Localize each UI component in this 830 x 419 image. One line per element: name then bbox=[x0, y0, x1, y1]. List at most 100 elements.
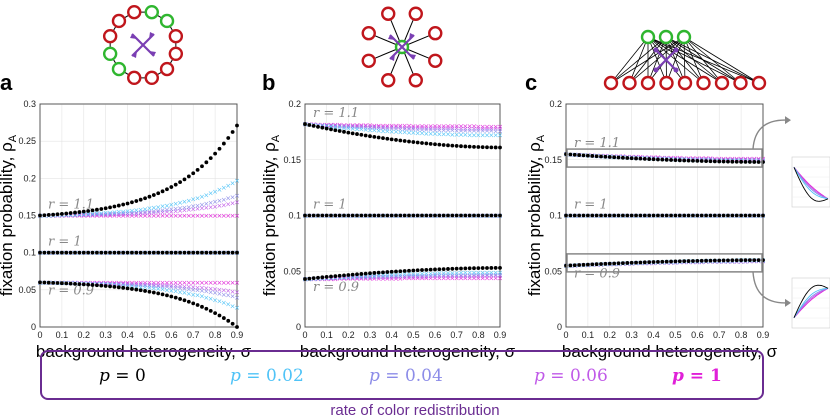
data-point bbox=[463, 266, 468, 271]
data-point: × bbox=[406, 124, 412, 132]
data-point: × bbox=[436, 275, 442, 283]
data-point: × bbox=[406, 275, 412, 283]
data-point: × bbox=[471, 274, 477, 282]
data-point bbox=[324, 275, 329, 279]
data-point: × bbox=[190, 286, 196, 294]
data-point: × bbox=[151, 212, 157, 220]
data-point: × bbox=[376, 122, 382, 130]
data-point: × bbox=[151, 281, 157, 289]
data-point bbox=[581, 153, 586, 158]
data-point: × bbox=[217, 197, 223, 205]
data-point bbox=[424, 267, 429, 272]
data-point bbox=[594, 154, 599, 159]
data-point: × bbox=[480, 271, 486, 279]
data-point bbox=[739, 159, 744, 164]
data-point: × bbox=[173, 205, 179, 213]
data-point: × bbox=[225, 301, 231, 309]
data-point: × bbox=[319, 122, 325, 130]
data-point: × bbox=[195, 279, 201, 287]
data-point: × bbox=[208, 190, 214, 198]
data-point: × bbox=[203, 212, 209, 220]
zoom-inset bbox=[791, 156, 830, 208]
data-point: × bbox=[428, 130, 434, 138]
data-point bbox=[165, 250, 169, 255]
data-point bbox=[134, 287, 139, 292]
data-point: × bbox=[419, 126, 425, 134]
data-point: × bbox=[199, 212, 205, 220]
data-point: × bbox=[217, 298, 223, 306]
data-point bbox=[116, 250, 121, 255]
data-point: × bbox=[116, 212, 122, 220]
data-point bbox=[686, 158, 691, 163]
data-point: × bbox=[376, 272, 382, 280]
data-point bbox=[441, 213, 446, 218]
data-point bbox=[329, 213, 333, 218]
data-point bbox=[673, 158, 678, 163]
data-point: × bbox=[160, 208, 166, 216]
data-point bbox=[200, 250, 204, 255]
data-point bbox=[186, 299, 191, 304]
data-point: × bbox=[203, 200, 209, 208]
data-point: × bbox=[419, 275, 425, 283]
data-point bbox=[316, 213, 320, 218]
data-point bbox=[95, 283, 99, 288]
data-point: × bbox=[107, 280, 113, 288]
data-point bbox=[368, 271, 372, 276]
data-point bbox=[90, 250, 95, 255]
data-point bbox=[130, 200, 134, 205]
data-point bbox=[372, 271, 377, 275]
data-point bbox=[616, 155, 621, 160]
data-point: × bbox=[423, 124, 429, 132]
data-point: × bbox=[681, 154, 687, 162]
data-point: × bbox=[445, 269, 451, 277]
data-point bbox=[726, 159, 730, 164]
graph-node bbox=[381, 73, 396, 88]
data-point: × bbox=[415, 273, 421, 281]
data-point: × bbox=[68, 211, 74, 219]
data-point bbox=[195, 250, 200, 255]
data-point bbox=[204, 160, 209, 165]
data-point: × bbox=[397, 122, 403, 130]
y-tick-label: 0.25 bbox=[18, 136, 36, 146]
data-point bbox=[498, 145, 502, 150]
data-point bbox=[428, 267, 433, 272]
data-point: × bbox=[212, 286, 218, 294]
data-point: × bbox=[436, 130, 442, 138]
data-point: × bbox=[138, 212, 144, 220]
data-point: × bbox=[190, 212, 196, 220]
data-point: × bbox=[125, 281, 131, 289]
data-point: × bbox=[345, 274, 351, 282]
data-point bbox=[411, 268, 416, 273]
data-point bbox=[616, 261, 621, 266]
data-point: × bbox=[694, 155, 700, 163]
legend-item-p002: p = 0.02 bbox=[230, 366, 304, 386]
data-point: × bbox=[428, 122, 434, 130]
data-point: × bbox=[341, 273, 347, 281]
data-point: × bbox=[345, 123, 351, 131]
data-point: × bbox=[129, 281, 135, 289]
data-point: × bbox=[103, 209, 109, 217]
data-point bbox=[42, 213, 47, 218]
x-tick-label: 0.7 bbox=[187, 330, 200, 340]
data-point: × bbox=[116, 208, 122, 216]
data-point bbox=[459, 266, 463, 271]
data-point bbox=[178, 180, 182, 185]
data-point bbox=[156, 291, 161, 296]
data-point: × bbox=[234, 294, 240, 302]
data-point: × bbox=[367, 273, 373, 281]
data-point: × bbox=[354, 125, 360, 133]
data-point: × bbox=[155, 283, 161, 291]
data-point bbox=[147, 250, 152, 255]
data-point: × bbox=[177, 282, 183, 290]
data-point: × bbox=[462, 123, 468, 131]
data-point: × bbox=[111, 211, 117, 219]
data-point bbox=[695, 213, 700, 218]
data-point: × bbox=[328, 275, 334, 283]
data-point bbox=[77, 210, 82, 214]
data-point: × bbox=[493, 127, 499, 135]
zoom-inset bbox=[791, 277, 830, 329]
data-point: × bbox=[98, 211, 104, 219]
data-point: × bbox=[103, 210, 109, 218]
data-point: × bbox=[350, 274, 356, 282]
data-point: × bbox=[59, 212, 65, 220]
